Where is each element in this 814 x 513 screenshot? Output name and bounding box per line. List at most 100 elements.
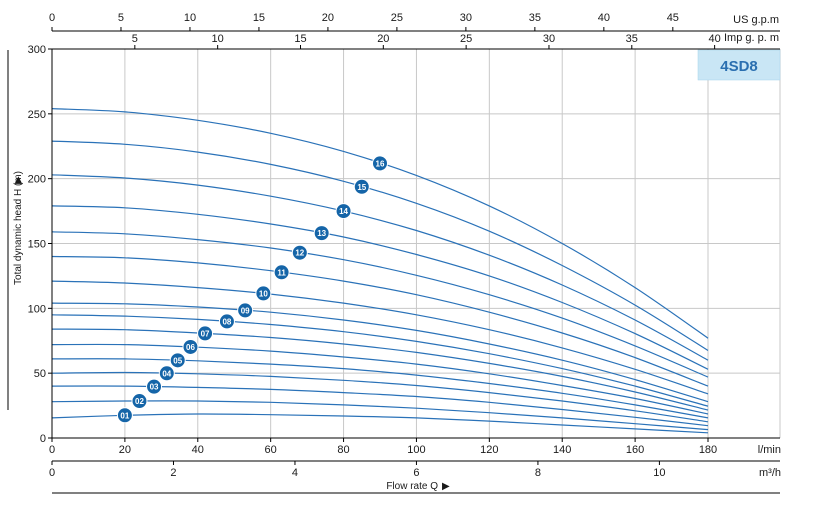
plot-grid	[52, 48, 781, 438]
lmin-tick-label: 20	[119, 444, 131, 456]
badge-label: 09	[241, 306, 250, 315]
curve-01	[51, 413, 709, 434]
badge-label: 11	[277, 268, 286, 277]
impgpm-tick-label: 5	[132, 33, 138, 45]
badge-label: 02	[135, 397, 144, 406]
badge-04: 04	[158, 365, 175, 382]
badge-label: 15	[357, 183, 366, 192]
curve-07	[51, 328, 709, 411]
badge-12: 12	[291, 244, 308, 261]
lmin-tick-label: 160	[626, 444, 644, 456]
curve-14	[51, 174, 709, 361]
usgpm-tick-label: 30	[460, 12, 472, 24]
lmin-tick-label: 40	[192, 444, 204, 456]
lmin-tick-label: 0	[49, 444, 55, 456]
badge-14: 14	[335, 203, 352, 220]
impgpm-tick-label: 40	[709, 33, 721, 45]
impgpm-tick-label: 35	[626, 33, 638, 45]
badge-circle	[335, 203, 352, 220]
badge-01: 01	[116, 407, 133, 424]
badge-label: 01	[120, 411, 129, 420]
badge-08: 08	[218, 313, 235, 330]
impgpm-tick-label: 15	[294, 33, 306, 45]
badge-label: 05	[173, 356, 182, 365]
lmin-tick-label: 120	[480, 444, 498, 456]
x-axis-arrow: ▶	[442, 481, 450, 492]
y-tick-label: 50	[34, 368, 46, 380]
m3h-tick-label: 10	[653, 467, 665, 479]
usgpm-tick-label: 35	[529, 12, 541, 24]
badge-15: 15	[353, 178, 370, 195]
badge-13: 13	[313, 225, 330, 242]
badge-11: 11	[273, 264, 290, 281]
usgpm-tick-label: 40	[598, 12, 610, 24]
badge-label: 10	[259, 289, 268, 298]
badge-circle	[116, 407, 133, 424]
badge-02: 02	[131, 393, 148, 410]
badge-circle	[169, 352, 186, 369]
impgpm-tick-label: 25	[460, 33, 472, 45]
m3h-tick-label: 4	[292, 467, 298, 479]
badge-label: 07	[201, 329, 210, 338]
curve-10	[51, 280, 709, 395]
lmin-tick-label: 140	[553, 444, 571, 456]
badge-circle	[182, 338, 199, 355]
y-tick-label: 200	[28, 174, 46, 186]
m3h-tick-label: 2	[170, 467, 176, 479]
model-label: 4SD8	[720, 58, 758, 75]
badge-circle	[158, 365, 175, 382]
curve-06	[51, 343, 709, 415]
badge-label: 14	[339, 207, 348, 216]
curve-13	[51, 205, 709, 370]
impgpm-tick-label: 30	[543, 33, 555, 45]
badge-label: 16	[376, 159, 385, 168]
x-axis-title: Flow rate Q	[386, 481, 438, 492]
curve-11	[51, 255, 709, 387]
curve-02	[51, 400, 709, 431]
badge-circle	[313, 225, 330, 242]
curve-16	[51, 108, 709, 339]
badge-10: 10	[255, 285, 272, 302]
m3h-tick-label: 0	[49, 467, 55, 479]
y-tick-label: 300	[28, 44, 46, 56]
y-tick-label: 150	[28, 239, 46, 251]
impgpm-tick-label: 10	[212, 33, 224, 45]
model-label-box: 4SD8	[697, 49, 781, 81]
badge-circle	[372, 155, 388, 172]
lmin-tick-label: 180	[699, 444, 717, 456]
y-tick-label: 250	[28, 109, 46, 121]
badge-05: 05	[169, 352, 186, 369]
y-tick-label: 100	[28, 303, 46, 315]
badge-06: 06	[182, 338, 199, 355]
badge-label: 03	[150, 383, 159, 392]
badge-09: 09	[237, 302, 254, 319]
y-axis-arrow: ▶	[13, 176, 24, 184]
axes-frame	[7, 27, 780, 494]
badge-label: 06	[186, 343, 195, 352]
curve-08	[51, 314, 709, 407]
curve-15	[51, 140, 709, 352]
performance-curves	[51, 108, 709, 434]
badge-label: 13	[317, 229, 326, 238]
badge-07: 07	[197, 325, 214, 342]
badge-circle	[291, 244, 308, 261]
m3h-tick-label: 8	[535, 467, 541, 479]
curve-12	[51, 231, 709, 378]
usgpm-tick-label: 0	[49, 12, 55, 24]
lmin-tick-label: 80	[337, 444, 349, 456]
badge-16: 16	[372, 155, 388, 172]
unit-usgpm: US g.p.m	[733, 14, 779, 26]
lmin-tick-label: 100	[407, 444, 425, 456]
usgpm-tick-label: 45	[667, 12, 679, 24]
badge-circle	[131, 393, 148, 410]
badge-03: 03	[146, 378, 163, 395]
unit-lmin: l/min	[758, 444, 781, 456]
unit-impgpm: Imp g. p. m	[724, 32, 779, 44]
badge-circle	[353, 178, 370, 195]
badge-circle	[255, 285, 272, 302]
curve-09	[51, 302, 709, 403]
unit-m3h: m³/h	[759, 467, 781, 479]
